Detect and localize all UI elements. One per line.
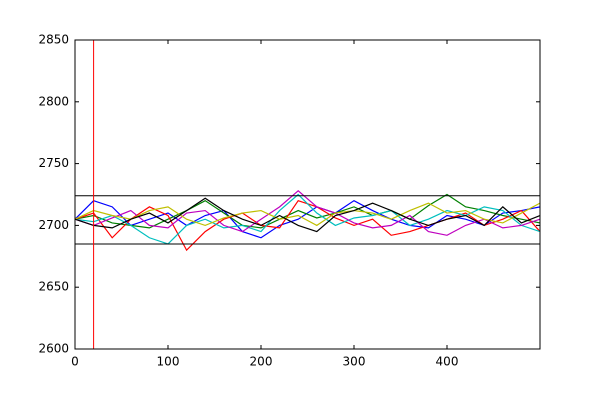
y-tick-label: 2800	[38, 94, 69, 108]
plot-frame	[74, 39, 541, 350]
y-tick-label: 2850	[38, 33, 69, 47]
x-tick-label: 0	[71, 355, 79, 369]
series-line	[74, 193, 541, 245]
series-line	[74, 189, 541, 236]
y-tick-label: 2600	[38, 342, 69, 356]
x-tick-label: 300	[343, 355, 366, 369]
series-line	[74, 202, 541, 227]
x-tick-label: 100	[157, 355, 180, 369]
series-line	[74, 199, 541, 239]
y-tick-label: 2700	[38, 218, 69, 232]
y-tick-label: 2750	[38, 156, 69, 170]
series-line	[74, 197, 541, 233]
y-tick-label: 2650	[38, 280, 69, 294]
x-tick-label: 200	[250, 355, 273, 369]
x-tick-label: 400	[436, 355, 459, 369]
series-line	[74, 193, 541, 229]
